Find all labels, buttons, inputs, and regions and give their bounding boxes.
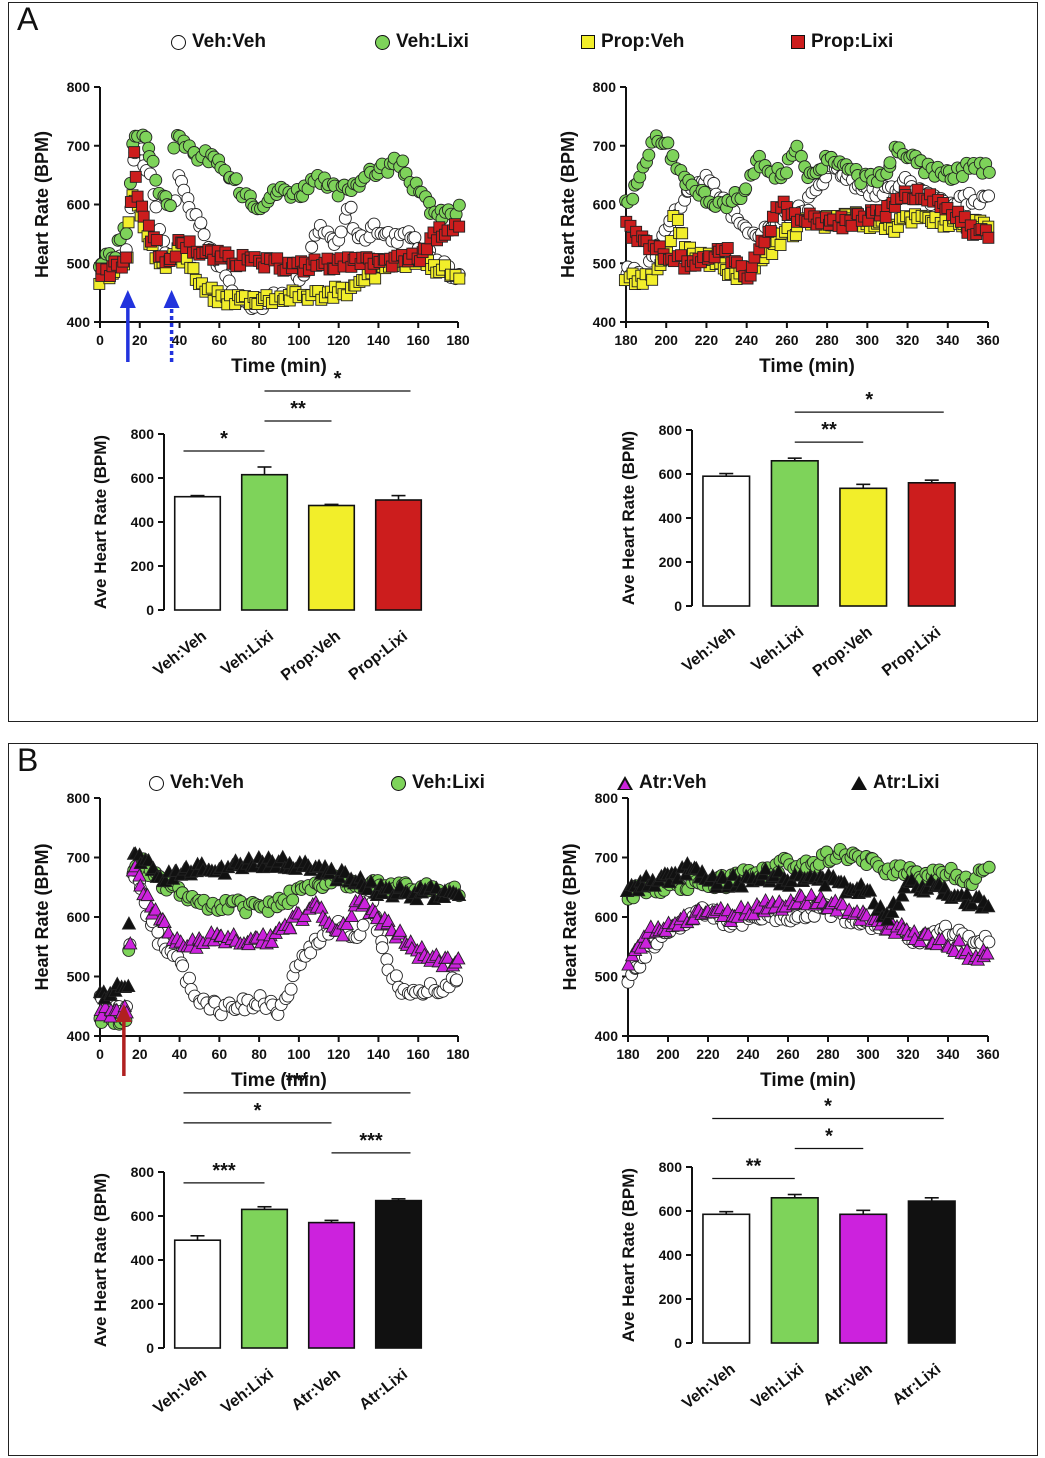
legend-label: Veh:Veh	[192, 31, 266, 52]
yellow-square-marker-icon	[581, 35, 595, 49]
legend-item: Veh:Veh	[171, 31, 266, 53]
legend-item: Veh:Lixi	[391, 772, 485, 794]
legend-item: Prop:Lixi	[791, 31, 893, 53]
panel-a-label: A	[17, 1, 39, 37]
legend-item: Atr:Veh	[617, 772, 707, 794]
legend-label: Veh:Veh	[170, 772, 244, 793]
open-circle-marker-icon	[171, 34, 186, 50]
green-circle-marker-icon	[375, 34, 390, 50]
panel-b-label: B	[17, 742, 39, 778]
panel-b: B Veh:Veh Veh:Lixi Atr:Veh Atr:Lixi	[8, 742, 1038, 1456]
panel-a: A Veh:Veh Veh:Lixi Prop:Veh Prop:Lixi	[8, 1, 1038, 722]
legend-label: Atr:Lixi	[873, 772, 940, 793]
magenta-triangle-marker-icon	[617, 776, 633, 790]
legend-item: Veh:Veh	[149, 772, 244, 794]
legend-item: Prop:Veh	[581, 31, 684, 53]
legend-label: Veh:Lixi	[412, 772, 485, 793]
legend-item: Veh:Lixi	[375, 31, 469, 53]
legend-item: Atr:Lixi	[851, 772, 940, 794]
green-circle-marker-icon	[391, 775, 406, 791]
legend-label: Atr:Veh	[639, 772, 707, 793]
panel-b-legend: Veh:Veh Veh:Lixi Atr:Veh Atr:Lixi	[9, 772, 1037, 802]
legend-label: Prop:Veh	[601, 31, 685, 52]
panel-a-legend: Veh:Veh Veh:Lixi Prop:Veh Prop:Lixi	[9, 31, 1037, 61]
red-square-marker-icon	[791, 35, 805, 49]
open-circle-marker-icon	[149, 775, 164, 791]
black-triangle-marker-icon	[851, 776, 867, 790]
legend-label: Prop:Lixi	[811, 31, 894, 52]
legend-label: Veh:Lixi	[396, 31, 469, 52]
